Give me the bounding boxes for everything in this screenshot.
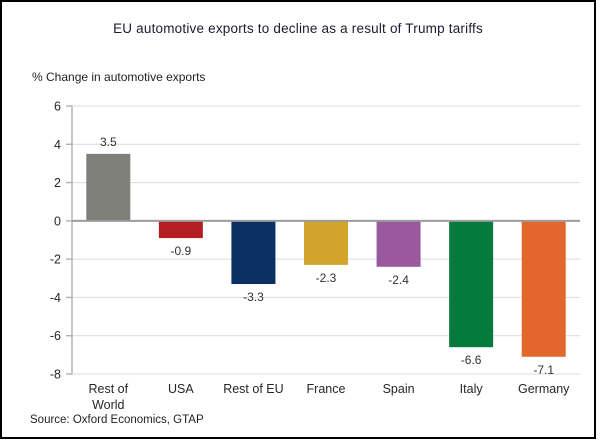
value-label: -3.3 [243, 290, 264, 304]
source-note: Source: Oxford Economics, GTAP [30, 414, 204, 426]
bar-rest-of-eu [231, 220, 276, 285]
y-tick-label: 2 [54, 176, 61, 190]
y-tick-label: 4 [54, 138, 61, 152]
bar-rest-of-world [86, 153, 131, 221]
value-label: -6.6 [461, 353, 482, 367]
y-tick-label: -6 [50, 329, 61, 343]
category-label: Rest of [88, 382, 128, 396]
gridlines [72, 105, 580, 375]
category-label: World [92, 398, 124, 412]
value-label: -2.4 [388, 273, 409, 287]
value-label: -2.3 [316, 271, 337, 285]
category-label: USA [168, 382, 194, 396]
chart-subtitle: % Change in automotive exports [32, 70, 206, 84]
x-axis-labels: Rest of World USA Rest of EU France Spain Ital… [88, 382, 570, 412]
bar-italy [449, 220, 494, 348]
y-tick-label: 0 [54, 214, 61, 228]
y-axis: 6 4 2 0 -2 -4 -6 -8 [50, 100, 73, 382]
bar-spain [376, 220, 421, 267]
bar-usa [158, 220, 203, 239]
y-tick-label: 6 [54, 100, 61, 114]
value-labels: 3.5 -0.9 -3.3 -2.3 -2.4 -6.6 -7.1 [100, 135, 554, 377]
y-tick-label: -8 [50, 368, 61, 382]
value-label: 3.5 [100, 135, 117, 149]
category-label: Italy [460, 382, 484, 396]
y-tick-label: -2 [50, 253, 61, 267]
category-label: Spain [383, 382, 415, 396]
category-label: Germany [518, 382, 570, 396]
category-label: Rest of EU [223, 382, 283, 396]
value-label: -0.9 [171, 244, 192, 258]
chart-title: EU automotive exports to decline as a re… [113, 21, 483, 36]
y-tick-label: -4 [50, 291, 61, 305]
bar-france [304, 220, 348, 265]
bars [86, 153, 566, 357]
bar-chart: 6 4 2 0 -2 -4 -6 -8 3.5 -0.9 -3.3 -2.3 -2.4 -6.6 -7.1 R… [50, 100, 580, 412]
category-label: France [307, 382, 346, 396]
value-label: -7.1 [533, 363, 554, 377]
bar-germany [521, 220, 566, 357]
